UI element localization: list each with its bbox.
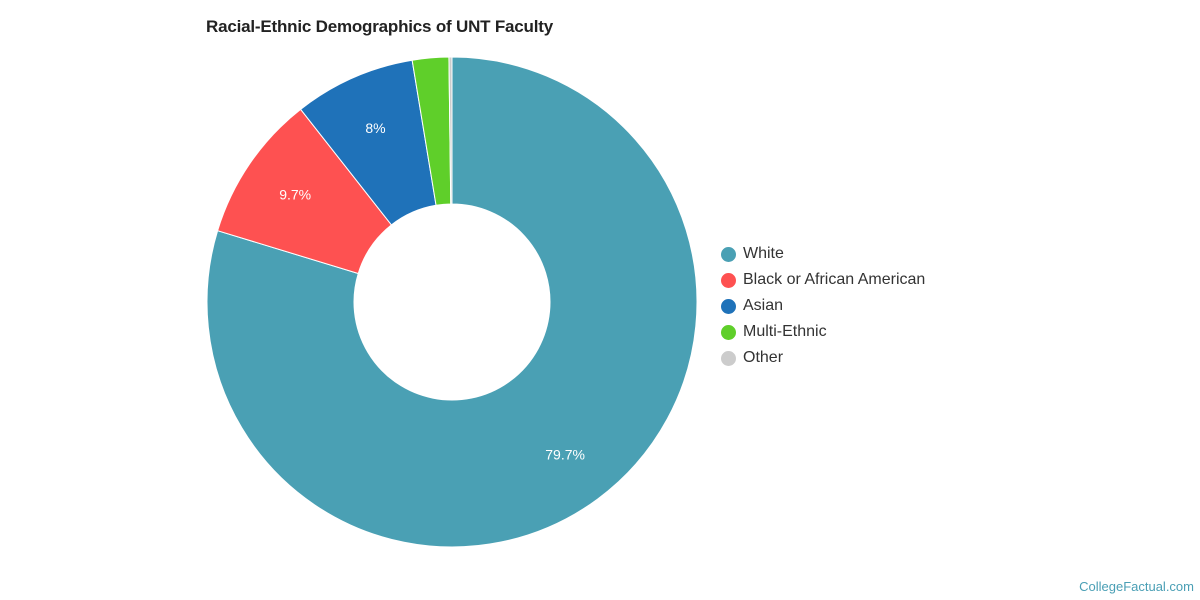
legend-swatch — [721, 324, 736, 340]
slice-label-asian: 8% — [365, 120, 385, 136]
chart-title: Racial-Ethnic Demographics of UNT Facult… — [206, 17, 553, 36]
legend-item-asian[interactable]: Asian — [721, 293, 925, 319]
legend-label: Multi-Ethnic — [743, 323, 827, 340]
chart-legend: White Black or African American Asian Multi… — [721, 241, 925, 371]
slice-other[interactable] — [448, 56, 453, 205]
legend-label: Black or African American — [743, 271, 926, 288]
legend-swatch — [721, 272, 736, 288]
legend-item-black-or-african-american[interactable]: Black or African American — [721, 267, 925, 293]
legend-item-white[interactable]: White — [721, 241, 925, 267]
watermark-link[interactable]: CollegeFactual.com — [1079, 579, 1194, 594]
legend-swatch — [721, 246, 736, 262]
slice-label-white: 79.7% — [545, 447, 585, 463]
legend-label: Other — [743, 349, 784, 366]
legend-label: Asian — [743, 297, 784, 314]
legend-swatch — [721, 350, 736, 366]
slice-label-black-or-african-american: 9.7% — [279, 187, 311, 203]
legend-item-other[interactable]: Other — [721, 345, 925, 371]
legend-swatch — [721, 298, 736, 314]
slice-white[interactable] — [206, 56, 698, 548]
legend-item-multi-ethnic[interactable]: Multi-Ethnic — [721, 319, 925, 345]
legend-label: White — [743, 245, 784, 262]
